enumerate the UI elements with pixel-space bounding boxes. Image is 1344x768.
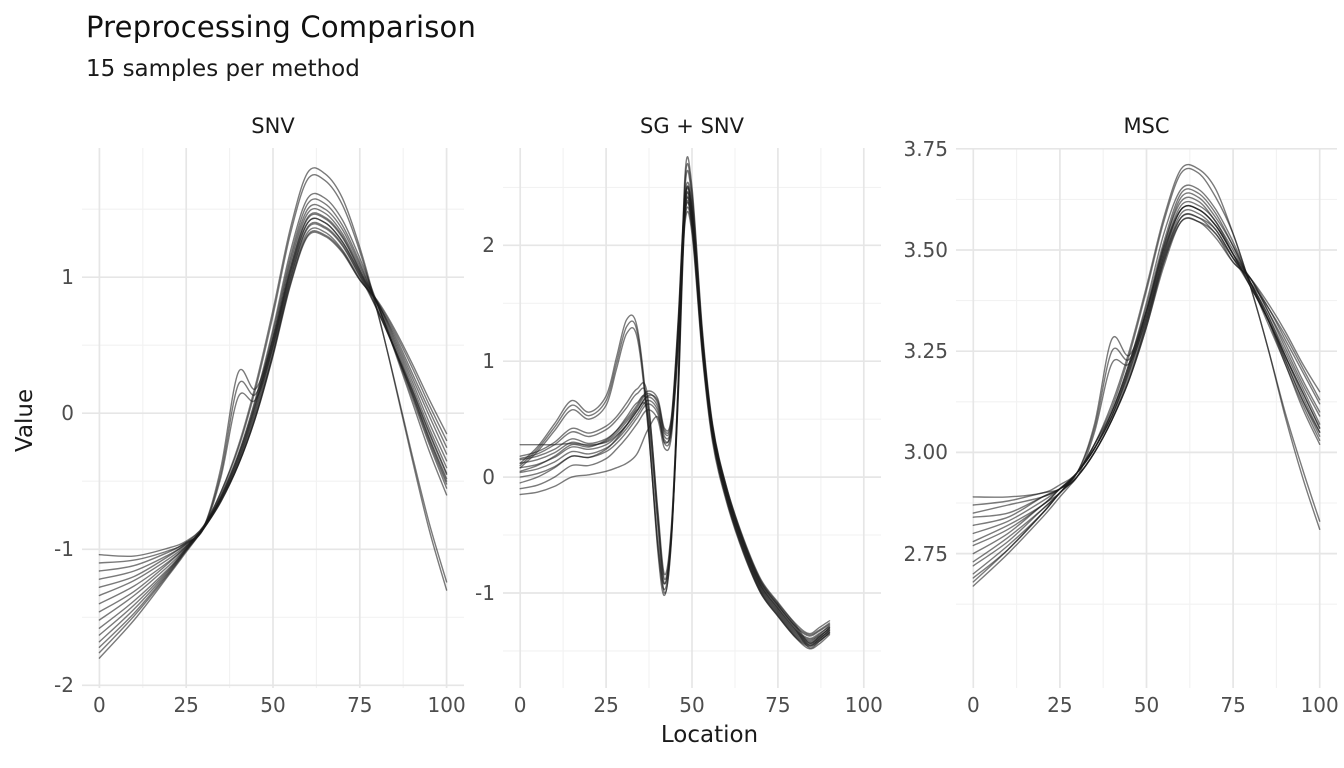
y-axis-tick-label: 1	[482, 349, 495, 374]
sample-curve	[98, 213, 448, 629]
sample-curve	[972, 217, 1321, 587]
x-axis-tick-label: 100	[844, 693, 883, 717]
y-axis-tick-label: 2.75	[903, 541, 948, 566]
y-axis-tick-label: -1	[54, 537, 74, 562]
x-axis-tick-label: 25	[173, 693, 199, 717]
sample-curve	[519, 206, 831, 646]
sample-curve	[519, 199, 831, 648]
y-axis-tick-label: 3.75	[903, 136, 948, 161]
x-axis-tick-label: 0	[966, 693, 980, 717]
x-axis-tick-label: 75	[347, 693, 373, 717]
sample-curve	[972, 217, 1321, 583]
x-axis-tick-label: 25	[593, 693, 619, 717]
y-axis-tick-label: -1	[475, 580, 495, 605]
sample-curve	[519, 195, 831, 645]
sample-curve	[519, 201, 831, 644]
y-axis-tick-label: 3.00	[903, 440, 948, 465]
facet-panel	[956, 147, 1337, 688]
sample-curve	[519, 190, 831, 643]
x-axis-tick-label: 50	[260, 693, 286, 717]
y-axis-tick-label: -2	[54, 673, 74, 698]
facet-panel	[503, 148, 881, 688]
x-axis-tick-label: 75	[1220, 693, 1246, 717]
x-axis-tick-label: 75	[765, 693, 791, 717]
sample-curve	[519, 186, 831, 641]
y-axis-tick-label: 3.50	[903, 238, 948, 262]
sample-curve	[519, 181, 831, 635]
plot-subtitle: 15 samples per method	[86, 56, 360, 82]
sample-curve	[519, 210, 831, 650]
sample-curve	[519, 192, 831, 639]
facet-strip-label: SNV	[251, 114, 295, 138]
x-axis-tick-label: 0	[513, 693, 527, 717]
sample-curve	[98, 223, 448, 643]
sample-curve	[519, 187, 831, 637]
x-axis-tick-label: 25	[1047, 693, 1073, 717]
facet-panel	[82, 148, 464, 688]
sample-curve	[98, 203, 448, 613]
y-axis-tick-label: 0	[482, 465, 495, 490]
x-axis-tick-label: 100	[1300, 693, 1339, 717]
x-axis-title: Location	[660, 722, 759, 748]
x-axis-tick-label: 0	[92, 693, 106, 717]
facet-strip-label: MSC	[1123, 114, 1170, 138]
y-axis-tick-label: 2	[482, 233, 495, 258]
facet-strip-label: SG + SNV	[640, 114, 744, 138]
plot-title: Preprocessing Comparison	[86, 10, 477, 44]
x-axis-tick-label: 100	[427, 693, 466, 717]
x-axis-tick-label: 50	[679, 693, 705, 717]
sample-curve	[98, 231, 448, 659]
y-axis-tick-label: 0	[61, 401, 74, 426]
y-axis-tick-label: 1	[61, 265, 74, 290]
x-axis-tick-label: 50	[1133, 693, 1160, 717]
y-axis-tick-label: 3.25	[903, 339, 948, 364]
